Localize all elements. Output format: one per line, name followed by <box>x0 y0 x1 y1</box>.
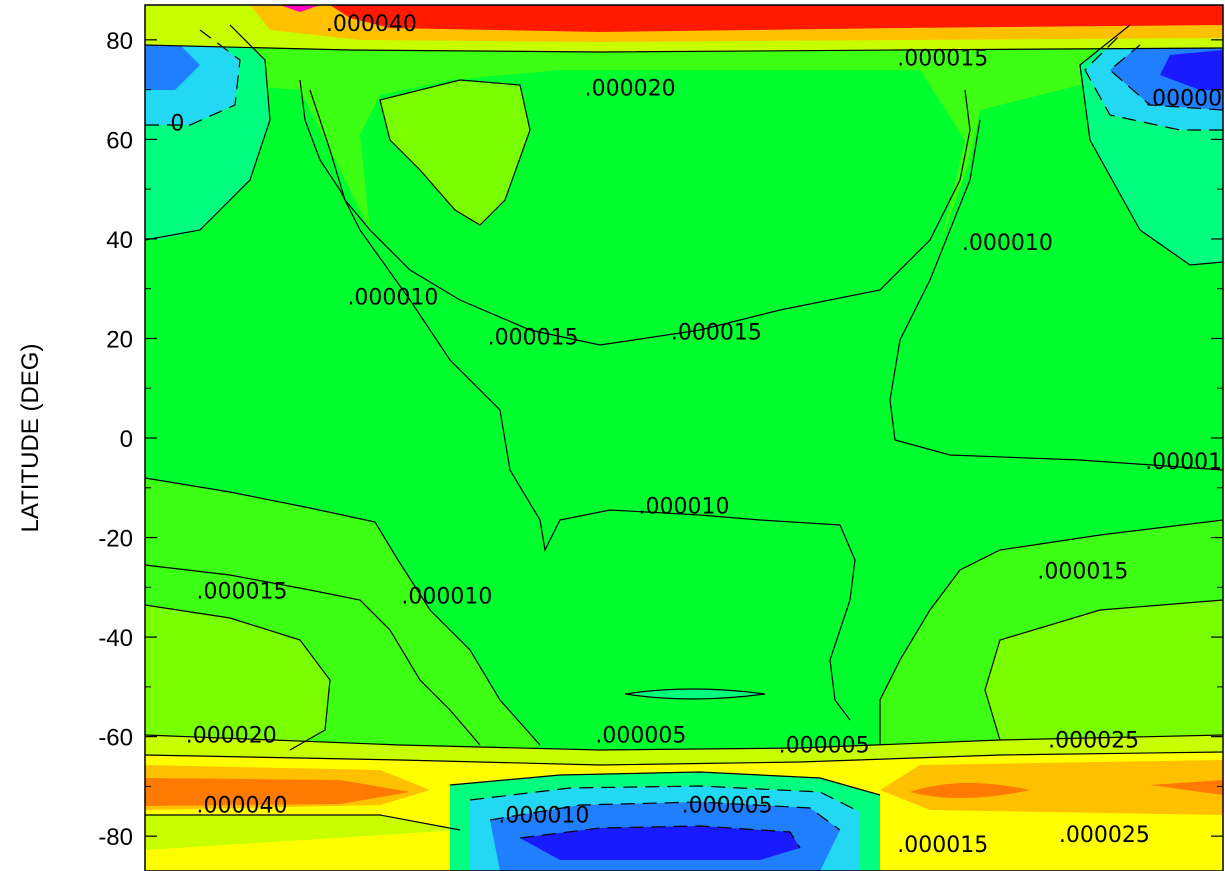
contour-line <box>984 599 1223 741</box>
y-axis-label: LATITUDE (DEG) <box>17 344 44 533</box>
band-upper-right-blue3 <box>1160 50 1223 90</box>
contour-label: 0 <box>170 111 184 136</box>
y-tick-label: -40 <box>98 625 133 652</box>
band-north-magenta <box>280 5 320 12</box>
y-tick-label: -20 <box>98 526 133 553</box>
contour-line <box>1079 24 1223 266</box>
contour-line <box>889 119 1223 471</box>
contour-line <box>145 477 541 746</box>
band-south-lowergreen <box>145 815 460 850</box>
band-south-red-right <box>1150 780 1223 795</box>
plot-area: .000040 .000020 .000015 .000005 0 .000010 .000… <box>145 5 1225 871</box>
band-upper-left-blue2 <box>145 35 200 90</box>
y-tick-label: -80 <box>98 824 133 851</box>
contour-label: .000010 <box>347 286 438 311</box>
y-tick-label: 0 <box>120 426 133 453</box>
contour-label: .000015 <box>488 325 579 350</box>
y-tick-label: 60 <box>106 127 133 154</box>
contour-lines <box>145 24 1223 831</box>
contour-line <box>145 24 271 241</box>
band-south-darkblue <box>520 826 800 860</box>
contour-label: .000020 <box>186 724 277 749</box>
y-axis: 80 60 40 20 0 -20 -40 -60 -80 <box>98 28 1223 851</box>
band-lobe-right <box>985 600 1223 740</box>
band-south-red-right2 <box>910 782 1030 799</box>
contour-line <box>879 519 1223 745</box>
contour-line-dashed <box>145 29 241 126</box>
contour-line <box>449 771 881 796</box>
contour-line-dashed <box>1109 44 1223 111</box>
y-tick-label: 40 <box>106 227 133 254</box>
contour-label: .000005 <box>595 724 686 749</box>
y-tick-label: 20 <box>106 326 133 353</box>
contour-label: .000005 <box>682 793 773 818</box>
contour-label: .000015 <box>671 320 762 345</box>
contour-label: .000015 <box>197 579 288 604</box>
contour-label: .000010 <box>962 231 1053 256</box>
band-lens <box>625 689 765 699</box>
band-south-orange-right <box>880 760 1223 815</box>
contour-line <box>299 79 856 721</box>
contour-label: .000025 <box>1048 729 1139 754</box>
contour-label: .000015 <box>897 833 988 858</box>
contour-label: .000020 <box>585 77 676 102</box>
negative-contours <box>145 29 1223 849</box>
contour-line-dashed <box>1084 34 1223 131</box>
contour-line <box>145 604 331 751</box>
contour-label: .000010 <box>1145 450 1225 475</box>
contour-label: .000005 <box>779 734 870 759</box>
contour-line <box>309 89 971 346</box>
band-lobe-upper <box>380 80 530 225</box>
contour-label: .000040 <box>197 793 288 818</box>
y-tick-label: 80 <box>106 28 133 55</box>
band-south-red-left <box>145 778 410 806</box>
contour-label: .000025 <box>1059 823 1150 848</box>
contour-line <box>379 79 531 226</box>
contour-line <box>145 734 1223 751</box>
contour-label: .000015 <box>1037 559 1128 584</box>
contour-line <box>145 814 461 831</box>
contour-line-dashed <box>489 801 841 831</box>
contour-label: .000010 <box>401 584 492 609</box>
contour-label: .000005 <box>1145 87 1225 112</box>
contour-line <box>145 564 481 746</box>
contour-line <box>624 688 766 700</box>
contour-label: .000040 <box>326 12 417 37</box>
contour-label: .000010 <box>639 495 730 520</box>
contour-line-dashed <box>469 785 861 813</box>
contour-labels: .000040 .000020 .000015 .000005 0 .000010 .000… <box>170 12 1225 858</box>
contour-line <box>145 44 1223 53</box>
contour-label: .000015 <box>897 47 988 72</box>
band-lobe-left <box>145 605 330 750</box>
y-tick-label: -60 <box>98 725 133 752</box>
contour-label: .000010 <box>498 803 589 828</box>
contour-line <box>145 751 1223 766</box>
contour-line-dashed <box>519 825 801 849</box>
band-north-red <box>330 5 1223 32</box>
